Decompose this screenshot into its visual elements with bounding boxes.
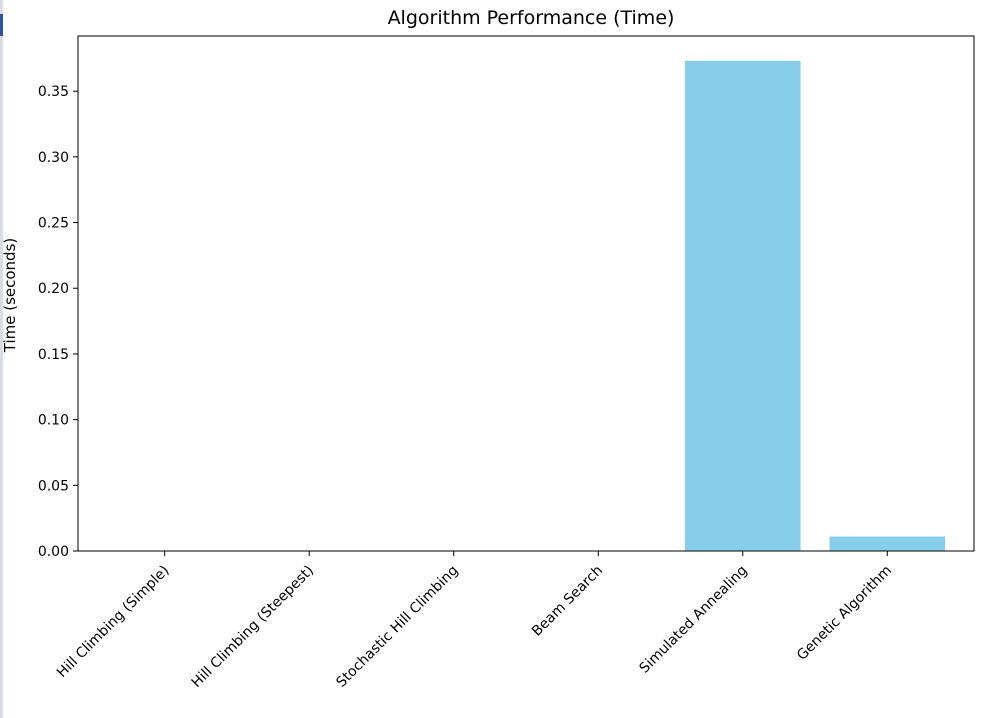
y-axis: 0.00 0.05 0.10 0.15 0.20 0.25 0.30 0.35: [38, 84, 78, 560]
bar: [829, 536, 946, 551]
y-tick-label: 0.35: [38, 84, 69, 100]
y-tick-label: 0.25: [38, 216, 69, 232]
x-tick-label: Simulated Annealing: [637, 563, 751, 677]
y-tick-label: 0.05: [38, 478, 69, 494]
x-tick-label: Genetic Algorithm: [794, 563, 895, 664]
y-tick-label: 0.30: [38, 150, 69, 166]
x-axis: Hill Climbing (Simple) Hill Climbing (Ste…: [54, 551, 895, 691]
y-tick-label: 0.15: [38, 347, 69, 363]
plot-frame: [77, 35, 975, 552]
x-tick-label: Hill Climbing (Simple): [54, 563, 172, 681]
chart-title: Algorithm Performance (Time): [388, 7, 675, 29]
x-tick-label: Beam Search: [529, 563, 606, 640]
bars-group: [684, 60, 946, 552]
x-tick-label: Hill Climbing (Steepest): [189, 563, 317, 691]
x-tick-label: Stochastic Hill Climbing: [333, 563, 461, 691]
y-tick-label: 0.20: [38, 281, 69, 297]
bar: [684, 60, 801, 552]
window-left-edge-accent: [0, 14, 3, 36]
y-tick-label: 0.10: [38, 413, 69, 429]
y-tick-label: 0.00: [38, 544, 69, 560]
y-axis-label: Time (seconds): [1, 238, 19, 354]
window-left-edge: [0, 0, 3, 718]
